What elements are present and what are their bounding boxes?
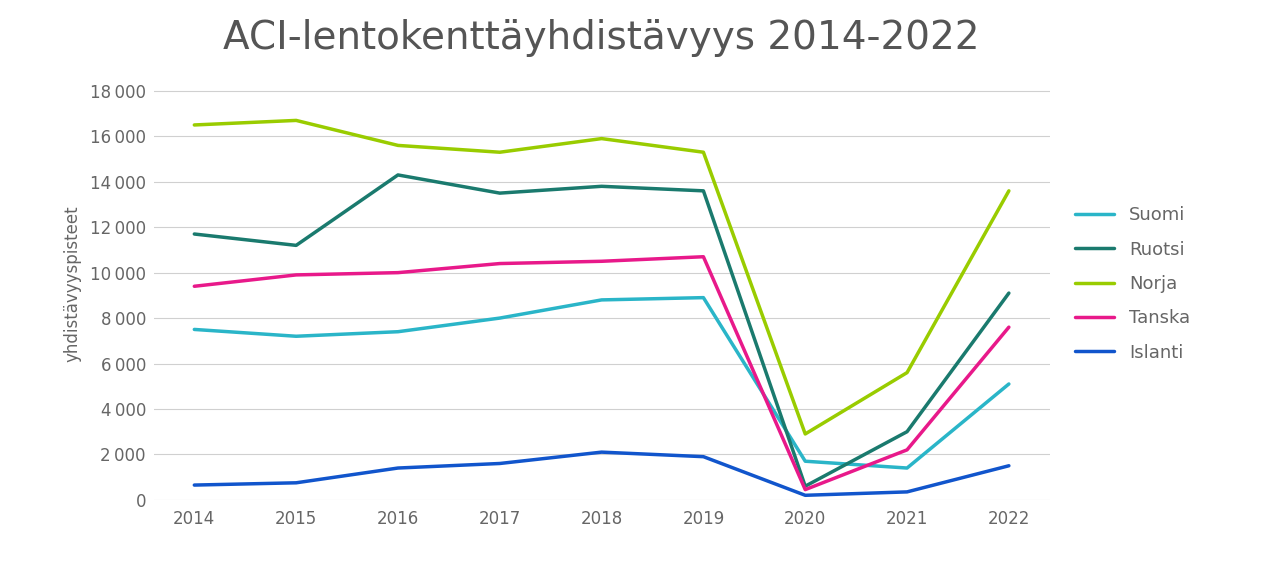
Norja <box>696 149 712 156</box>
Islanti <box>390 465 406 471</box>
Islanti <box>594 449 609 456</box>
Suomi <box>1001 381 1016 387</box>
Tanska <box>797 486 813 493</box>
Suomi <box>492 315 507 321</box>
Line: Ruotsi: Ruotsi <box>195 175 1009 486</box>
Line: Norja: Norja <box>195 120 1009 434</box>
Ruotsi <box>187 231 202 237</box>
Tanska <box>1001 324 1016 331</box>
Ruotsi <box>492 190 507 197</box>
Islanti <box>1001 462 1016 469</box>
Islanti <box>797 492 813 499</box>
Norja <box>594 135 609 142</box>
Norja <box>797 431 813 437</box>
Tanska <box>390 269 406 276</box>
Suomi <box>288 333 303 340</box>
Islanti <box>288 479 303 486</box>
Line: Suomi: Suomi <box>195 298 1009 468</box>
Ruotsi <box>390 172 406 178</box>
Tanska <box>492 260 507 267</box>
Tanska <box>594 258 609 265</box>
Suomi <box>900 465 915 471</box>
Suomi <box>594 296 609 303</box>
Norja <box>187 122 202 128</box>
Ruotsi <box>1001 290 1016 296</box>
Norja <box>900 369 915 376</box>
Tanska <box>900 446 915 453</box>
Title: ACI-lentokenttäyhdistävyys 2014-2022: ACI-lentokenttäyhdistävyys 2014-2022 <box>223 19 980 57</box>
Line: Islanti: Islanti <box>195 452 1009 495</box>
Norja <box>390 142 406 149</box>
Islanti <box>492 460 507 467</box>
Ruotsi <box>594 183 609 190</box>
Suomi <box>797 458 813 465</box>
Ruotsi <box>288 242 303 249</box>
Suomi <box>696 294 712 301</box>
Tanska <box>288 272 303 278</box>
Norja <box>288 117 303 124</box>
Y-axis label: yhdistävyyspisteet: yhdistävyyspisteet <box>64 206 82 362</box>
Tanska <box>187 283 202 290</box>
Ruotsi <box>696 187 712 194</box>
Legend: Suomi, Ruotsi, Norja, Tanska, Islanti: Suomi, Ruotsi, Norja, Tanska, Islanti <box>1068 199 1197 369</box>
Norja <box>492 149 507 156</box>
Ruotsi <box>900 428 915 435</box>
Tanska <box>696 253 712 260</box>
Islanti <box>187 482 202 488</box>
Line: Tanska: Tanska <box>195 257 1009 490</box>
Suomi <box>390 328 406 335</box>
Norja <box>1001 187 1016 194</box>
Suomi <box>187 326 202 333</box>
Islanti <box>696 453 712 460</box>
Islanti <box>900 488 915 495</box>
Ruotsi <box>797 483 813 490</box>
